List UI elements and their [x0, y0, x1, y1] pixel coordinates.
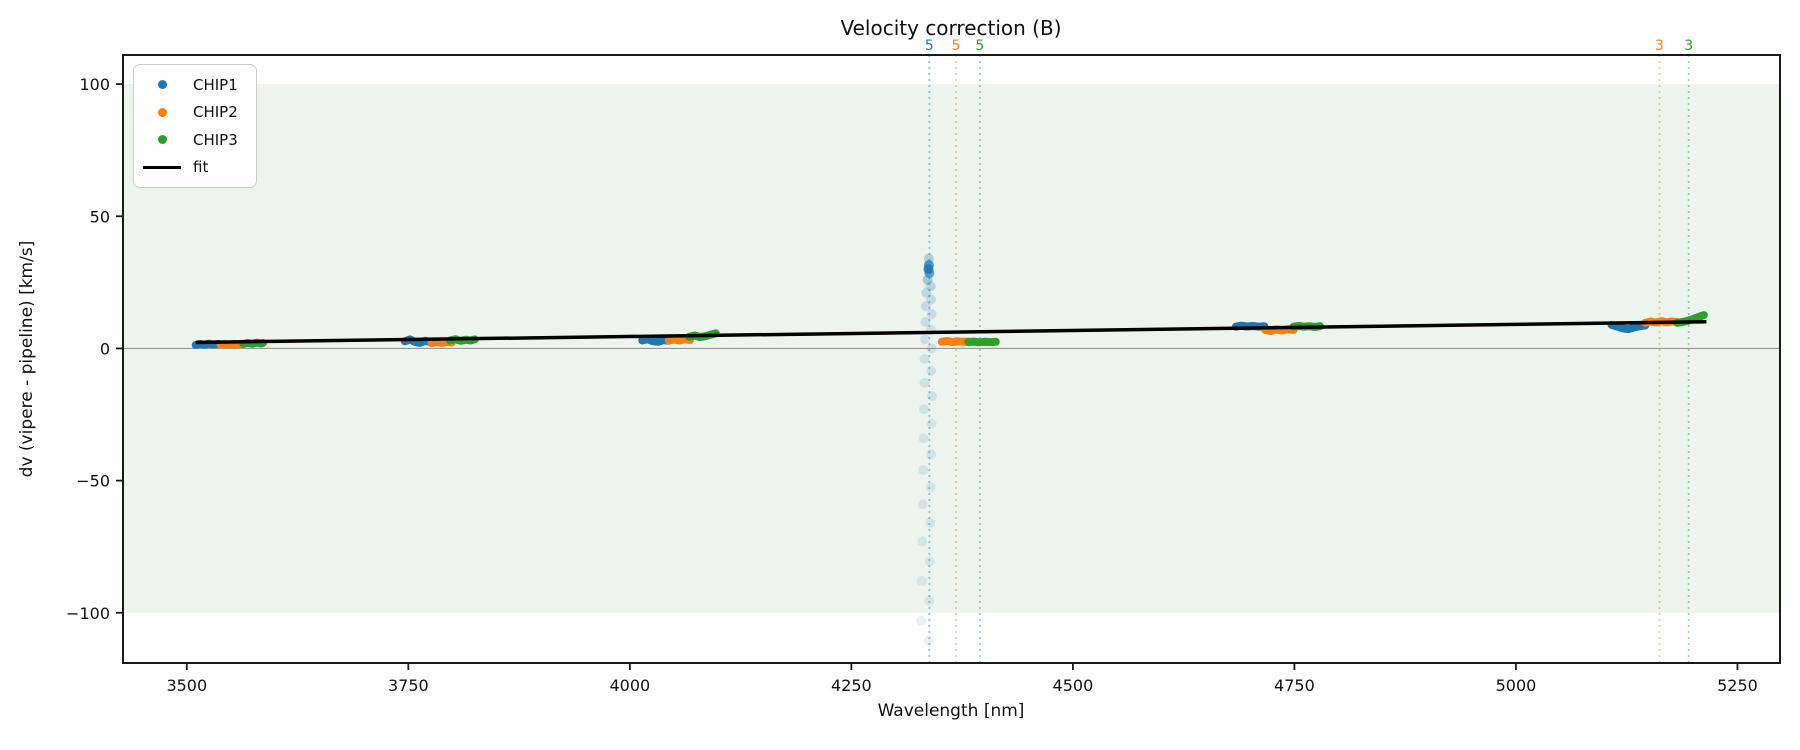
x-tick-label: 3500: [166, 676, 207, 695]
outlier-dot-17: [927, 391, 938, 402]
outlier-dot-22: [918, 465, 929, 476]
axes-spines: [122, 54, 1781, 664]
x-tick-label: 4000: [609, 676, 650, 695]
legend-dot-swatch: [141, 135, 183, 145]
outlier-dot-19: [926, 418, 937, 429]
outlier-dot-25: [925, 517, 936, 528]
chip-dot-icon: [157, 135, 167, 145]
outlier-dot-4: [922, 274, 933, 285]
outlier-dot-27: [924, 556, 935, 567]
outlier-dot-31: [923, 635, 934, 646]
outlier-dot-29: [924, 595, 935, 606]
chip-dot-icon: [157, 80, 167, 90]
chart-title: Velocity correction (B): [840, 16, 1062, 40]
fit-line: [195, 319, 1707, 345]
cluster-chip1-6: [638, 335, 673, 346]
outlier-dot-20: [918, 433, 929, 444]
vline-count-label-3: 3: [1655, 38, 1664, 54]
x-tick-label: 5250: [1717, 676, 1758, 695]
outlier-dot-13: [926, 343, 937, 354]
outlier-dot-7: [926, 294, 937, 305]
vline-count-label-2: 5: [975, 38, 984, 54]
outlier-dot-3: [924, 268, 935, 279]
cluster-chip2-12: [1261, 325, 1298, 335]
legend-item-chip2: CHIP2: [141, 99, 248, 127]
outlier-dot-12: [919, 334, 930, 345]
x-tick-label: 4250: [831, 676, 872, 695]
outlier-dot-24: [917, 499, 928, 510]
outlier-dot-18: [919, 404, 930, 415]
x-tick-label: 5000: [1496, 676, 1537, 695]
legend-item-fit: fit: [141, 154, 248, 182]
y-tick-label: 100: [79, 75, 110, 94]
outlier-dot-5: [925, 281, 936, 292]
outlier-dot-28: [916, 576, 927, 587]
chip-dot-icon: [157, 107, 167, 117]
y-tick-label: 0: [100, 339, 110, 358]
legend: CHIP1 CHIP2 CHIP3 fit: [133, 64, 257, 188]
legend-dot-swatch: [141, 80, 183, 90]
outlier-dot-26: [917, 536, 928, 547]
vline-count-label-0: 5: [925, 38, 934, 54]
outlier-dot-16: [919, 377, 930, 388]
outlier-dot-9: [926, 309, 937, 320]
outlier-dot-15: [926, 365, 937, 376]
outlier-dot-23: [925, 482, 936, 493]
legend-item-chip3: CHIP3: [141, 126, 248, 154]
legend-line-swatch: [141, 165, 183, 169]
cluster-chip3-10: [964, 337, 1000, 347]
outlier-dot-6: [921, 287, 932, 298]
vline-count-label-1: 5: [951, 38, 960, 54]
legend-item-label: CHIP1: [193, 75, 238, 94]
outlier-dot-30: [916, 615, 927, 626]
cluster-chip1-14: [1607, 320, 1650, 334]
y-tick-label: −100: [66, 604, 110, 623]
legend-item-label: CHIP3: [193, 130, 238, 149]
x-tick-label: 4750: [1274, 676, 1315, 695]
fit-line-icon: [143, 165, 181, 169]
outlier-dot-10: [920, 316, 931, 327]
legend-item-label: fit: [193, 158, 209, 177]
cluster-chip2-1: [216, 339, 246, 349]
vline-count-label-4: 3: [1684, 38, 1693, 54]
y-tick-label: −50: [76, 472, 110, 491]
x-tick-label: 4500: [1053, 676, 1094, 695]
outlier-dot-8: [920, 301, 931, 312]
outlier-dot-14: [919, 354, 930, 364]
x-tick-label: 3750: [388, 676, 429, 695]
y-axis-label: dv (vipere - pipeline) [km/s]: [17, 240, 37, 478]
legend-item-label: CHIP2: [193, 103, 238, 122]
y-tick-label: 50: [90, 207, 110, 226]
x-axis-label: Wavelength [nm]: [877, 701, 1025, 721]
legend-item-chip1: CHIP1: [141, 71, 248, 99]
outlier-dot-21: [926, 449, 937, 460]
legend-dot-swatch: [141, 107, 183, 117]
